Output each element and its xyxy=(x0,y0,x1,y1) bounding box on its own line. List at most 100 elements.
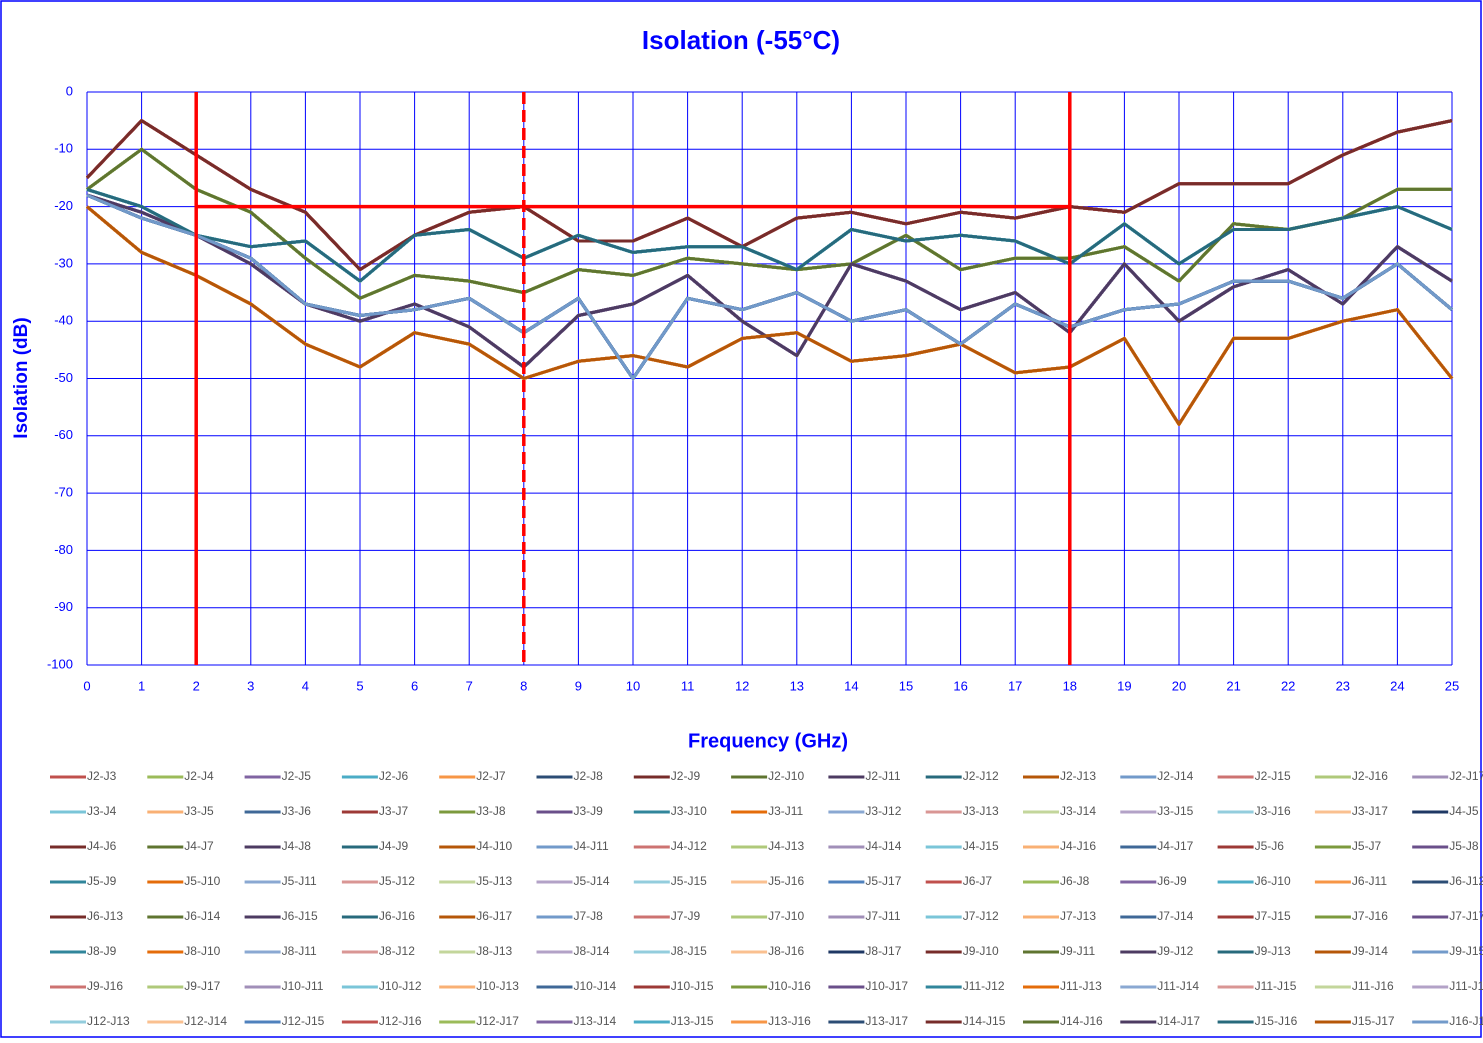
legend-label: J7-J11 xyxy=(865,909,900,923)
legend-label: J10-J11 xyxy=(282,979,324,993)
legend-label: J2-J7 xyxy=(476,769,506,783)
legend-label: J8-J12 xyxy=(379,944,415,958)
legend-label: J3-J12 xyxy=(865,804,901,818)
legend-label: J7-J16 xyxy=(1352,909,1388,923)
legend-label: J13-J17 xyxy=(865,1014,908,1028)
legend-label: J3-J9 xyxy=(574,804,604,818)
legend-label: J4-J15 xyxy=(963,839,999,853)
legend-label: J3-J6 xyxy=(282,804,312,818)
legend-label: J14-J16 xyxy=(1060,1014,1103,1028)
legend-label: J5-J13 xyxy=(476,874,512,888)
y-tick-label: -30 xyxy=(54,255,73,270)
legend-label: J13-J16 xyxy=(768,1014,811,1028)
y-tick-label: 0 xyxy=(66,83,73,98)
x-tick-label: 24 xyxy=(1390,678,1404,693)
y-tick-label: -50 xyxy=(54,370,73,385)
legend-label: J7-J13 xyxy=(1060,909,1096,923)
legend-label: J7-J14 xyxy=(1157,909,1193,923)
legend-label: J8-J14 xyxy=(574,944,610,958)
legend-label: J11-J17 xyxy=(1449,979,1483,993)
series-line xyxy=(86,193,1453,380)
legend-label: J9-J15 xyxy=(1449,944,1483,958)
legend-label: J15-J16 xyxy=(1255,1014,1298,1028)
legend-label: J5-J11 xyxy=(282,874,317,888)
legend-label: J9-J14 xyxy=(1352,944,1388,958)
x-tick-label: 1 xyxy=(138,678,145,693)
y-tick-label: -100 xyxy=(47,656,73,671)
y-tick-label: -70 xyxy=(54,485,73,500)
legend-label: J5-J10 xyxy=(184,874,220,888)
legend-label: J8-J16 xyxy=(768,944,804,958)
legend-label: J4-J10 xyxy=(476,839,512,853)
legend-label: J7-J10 xyxy=(768,909,804,923)
x-tick-label: 14 xyxy=(844,678,858,693)
legend-label: J3-J17 xyxy=(1352,804,1388,818)
y-tick-label: -90 xyxy=(54,599,73,614)
legend-label: J4-J12 xyxy=(671,839,707,853)
legend-label: J5-J9 xyxy=(87,874,117,888)
legend-label: J16-J17 xyxy=(1449,1014,1483,1028)
legend-label: J2-J11 xyxy=(865,769,900,783)
legend-label: J4-J6 xyxy=(87,839,117,853)
legend-label: J4-J13 xyxy=(768,839,804,853)
legend-label: J4-J16 xyxy=(1060,839,1096,853)
x-tick-label: 18 xyxy=(1063,678,1077,693)
legend-label: J2-J17 xyxy=(1449,769,1483,783)
legend-label: J4-J17 xyxy=(1157,839,1193,853)
legend-label: J2-J13 xyxy=(1060,769,1096,783)
legend-label: J7-J15 xyxy=(1255,909,1291,923)
legend-label: J10-J14 xyxy=(574,979,617,993)
legend-label: J6-J16 xyxy=(379,909,415,923)
legend-label: J8-J11 xyxy=(282,944,317,958)
legend-label: J3-J5 xyxy=(184,804,214,818)
legend-label: J11-J15 xyxy=(1255,979,1297,993)
x-tick-label: 21 xyxy=(1226,678,1240,693)
series-line xyxy=(86,205,1454,426)
legend-label: J9-J17 xyxy=(184,979,220,993)
legend-label: J3-J13 xyxy=(963,804,999,818)
chart-title: Isolation (-55°C) xyxy=(642,25,840,55)
legend-label: J12-J17 xyxy=(476,1014,519,1028)
legend-label: J12-J14 xyxy=(184,1014,227,1028)
legend-label: J6-J17 xyxy=(476,909,512,923)
legend-label: J9-J11 xyxy=(1060,944,1095,958)
legend-label: J2-J10 xyxy=(768,769,804,783)
legend-label: J9-J10 xyxy=(963,944,999,958)
x-tick-label: 2 xyxy=(193,678,200,693)
legend-label: J2-J14 xyxy=(1157,769,1193,783)
legend-label: J10-J12 xyxy=(379,979,422,993)
x-tick-label: 12 xyxy=(735,678,749,693)
legend-label: J14-J17 xyxy=(1157,1014,1200,1028)
legend-label: J2-J5 xyxy=(282,769,312,783)
y-tick-label: -40 xyxy=(54,313,73,328)
legend-label: J9-J16 xyxy=(87,979,123,993)
legend-label: J6-J15 xyxy=(282,909,318,923)
legend-label: J5-J12 xyxy=(379,874,415,888)
legend-label: J6-J8 xyxy=(1060,874,1090,888)
legend-label: J5-J17 xyxy=(865,874,901,888)
legend-label: J4-J8 xyxy=(282,839,312,853)
legend-label: J2-J12 xyxy=(963,769,999,783)
legend-label: J2-J15 xyxy=(1255,769,1291,783)
legend-label: J2-J9 xyxy=(671,769,701,783)
legend-label: J8-J17 xyxy=(865,944,901,958)
x-axis-label: Frequency (GHz) xyxy=(688,730,848,752)
x-tick-label: 0 xyxy=(83,678,90,693)
x-tick-label: 11 xyxy=(681,678,695,693)
legend-label: J8-J13 xyxy=(476,944,512,958)
legend-label: J3-J15 xyxy=(1157,804,1193,818)
legend-label: J11-J16 xyxy=(1352,979,1394,993)
x-tick-label: 6 xyxy=(411,678,418,693)
legend-label: J7-J9 xyxy=(671,909,701,923)
x-tick-label: 7 xyxy=(466,678,473,693)
x-tick-label: 3 xyxy=(247,678,254,693)
y-tick-label: -10 xyxy=(54,141,73,156)
legend-label: J10-J17 xyxy=(865,979,908,993)
x-tick-label: 20 xyxy=(1172,678,1186,693)
legend-label: J3-J8 xyxy=(476,804,506,818)
legend-label: J5-J15 xyxy=(671,874,707,888)
x-tick-label: 9 xyxy=(575,678,582,693)
